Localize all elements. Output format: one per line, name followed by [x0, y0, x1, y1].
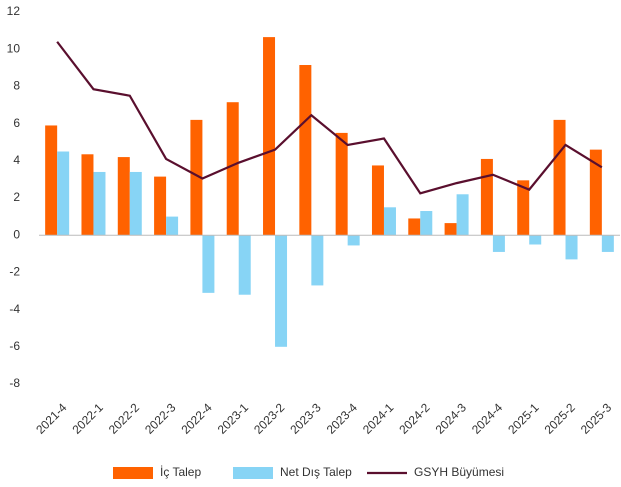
bar [117, 157, 130, 236]
bar [601, 235, 614, 252]
bar [299, 65, 312, 236]
bar [529, 235, 542, 245]
x-tick-label: 2022-4 [178, 400, 215, 437]
x-tick-label: 2023-1 [215, 400, 252, 437]
x-tick-label: 2022-2 [106, 400, 143, 437]
y-tick-label: 4 [13, 153, 20, 167]
x-tick-label: 2022-1 [70, 400, 107, 437]
legend-label: İç Talep [160, 465, 201, 479]
bar [492, 235, 505, 252]
y-tick-label: -4 [9, 302, 20, 316]
x-tick-label: 2024-2 [396, 400, 433, 437]
x-tick-label: 2022-3 [142, 400, 179, 437]
y-tick-label: 12 [7, 4, 21, 18]
bar [202, 235, 215, 293]
bar [311, 235, 324, 286]
x-tick-label: 2024-3 [433, 400, 470, 437]
x-tick-label: 2021-4 [33, 400, 70, 437]
x-tick-label: 2023-3 [287, 400, 324, 437]
bar [480, 158, 493, 236]
y-tick-label: 2 [13, 190, 20, 204]
bar [517, 180, 530, 236]
bar [263, 37, 276, 236]
line-series [56, 41, 603, 195]
legend-label: Net Dış Talep [280, 465, 352, 479]
bar [347, 235, 360, 246]
bar [444, 223, 457, 236]
bar [408, 218, 421, 236]
y-tick-label: 0 [13, 227, 20, 241]
bar [589, 149, 602, 236]
bar [565, 235, 578, 260]
x-tick-label: 2025-2 [542, 400, 579, 437]
bar [57, 151, 70, 236]
bar [226, 102, 239, 236]
bar [420, 211, 433, 236]
legend-swatch [233, 467, 273, 479]
legend-swatch [113, 467, 153, 479]
y-tick-label: -8 [9, 376, 20, 390]
x-tick-label: 2024-4 [469, 400, 506, 437]
x-tick-label: 2025-3 [578, 400, 615, 437]
y-tick-label: 6 [13, 116, 20, 130]
x-tick-label: 2023-4 [324, 400, 361, 437]
bar [275, 235, 288, 347]
x-tick-label: 2023-2 [251, 400, 288, 437]
x-tick-label: 2024-1 [360, 400, 397, 437]
x-tick-label: 2025-1 [505, 400, 542, 437]
bar [93, 171, 106, 236]
bar [383, 207, 396, 236]
y-tick-label: 10 [7, 41, 21, 55]
y-tick-label: -6 [9, 339, 20, 353]
bar [553, 119, 566, 236]
bar [81, 154, 94, 236]
bar [45, 125, 58, 236]
bar [456, 194, 469, 236]
bar [371, 165, 384, 236]
y-tick-label: -2 [9, 265, 20, 279]
bar [190, 119, 203, 236]
bar [238, 235, 251, 295]
bar [154, 176, 167, 236]
bar [166, 216, 179, 236]
y-tick-label: 8 [13, 79, 20, 93]
legend-label: GSYH Büyümesi [414, 465, 504, 479]
bar [129, 171, 142, 236]
bar [335, 132, 348, 236]
